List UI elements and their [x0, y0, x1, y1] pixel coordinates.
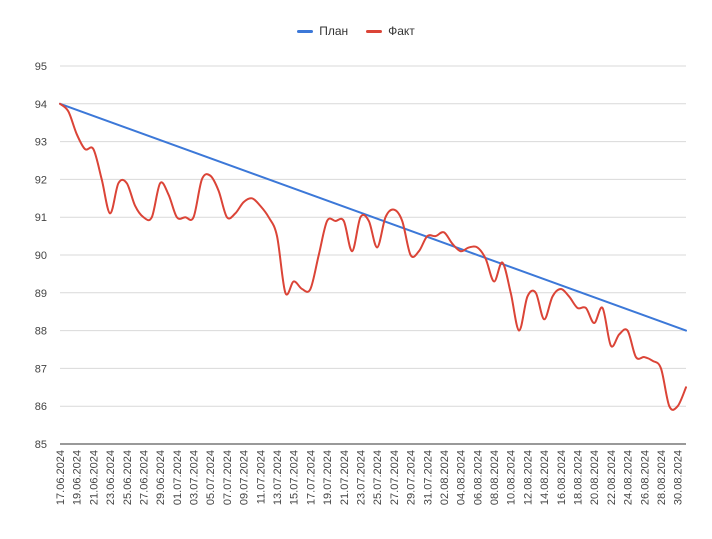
x-tick-label: 21.07.2024 — [339, 450, 351, 505]
x-tick-label: 14.08.2024 — [539, 450, 551, 505]
x-tick-label: 07.07.2024 — [222, 450, 234, 505]
legend-label-plan: План — [319, 24, 349, 38]
y-tick-label: 88 — [35, 326, 47, 338]
x-tick-label: 31.07.2024 — [422, 450, 434, 505]
legend-item-plan[interactable]: План — [297, 24, 348, 38]
y-tick-label: 86 — [35, 401, 47, 413]
x-tick-label: 19.06.2024 — [72, 450, 84, 505]
y-tick-label: 94 — [35, 99, 47, 111]
legend-item-fact[interactable]: Факт — [366, 24, 415, 38]
x-tick-label: 02.08.2024 — [439, 450, 451, 505]
x-tick-label: 06.08.2024 — [472, 450, 484, 505]
x-tick-label: 26.08.2024 — [639, 450, 651, 505]
x-tick-label: 12.08.2024 — [522, 450, 534, 505]
x-tick-label: 28.08.2024 — [656, 450, 668, 505]
y-tick-label: 91 — [35, 212, 47, 224]
x-tick-label: 23.06.2024 — [105, 450, 117, 505]
legend-label-fact: Факт — [388, 24, 415, 38]
y-tick-label: 87 — [35, 363, 47, 375]
x-tick-label: 05.07.2024 — [205, 450, 217, 505]
x-tick-label: 03.07.2024 — [189, 450, 201, 505]
x-tick-label: 22.08.2024 — [606, 450, 618, 505]
y-tick-label: 85 — [35, 439, 47, 451]
x-tick-label: 18.08.2024 — [572, 450, 584, 505]
x-tick-label: 23.07.2024 — [355, 450, 367, 505]
x-tick-label: 11.07.2024 — [255, 450, 267, 504]
x-tick-label: 10.08.2024 — [506, 450, 518, 505]
x-tick-label: 27.06.2024 — [138, 450, 150, 505]
x-tick-label: 13.07.2024 — [272, 450, 284, 505]
x-tick-label: 25.07.2024 — [372, 450, 384, 505]
y-tick-label: 89 — [35, 288, 47, 300]
x-tick-label: 17.07.2024 — [305, 450, 317, 505]
x-tick-label: 20.08.2024 — [589, 450, 601, 505]
x-tick-label: 29.06.2024 — [155, 450, 167, 505]
x-tick-label: 19.07.2024 — [322, 450, 334, 505]
series-line-plan — [59, 102, 687, 332]
y-tick-label: 92 — [35, 174, 47, 186]
legend-swatch-plan — [297, 29, 314, 33]
x-tick-label: 15.07.2024 — [289, 450, 301, 505]
x-tick-label: 24.08.2024 — [623, 450, 635, 505]
x-tick-label: 16.08.2024 — [556, 450, 568, 505]
x-tick-label: 01.07.2024 — [172, 450, 184, 505]
x-tick-label: 27.07.2024 — [389, 450, 401, 505]
y-tick-label: 90 — [35, 250, 47, 262]
series-line-fact — [59, 102, 687, 411]
x-tick-label: 29.07.2024 — [406, 450, 418, 505]
y-tick-label: 93 — [35, 137, 47, 149]
x-tick-label: 17.06.2024 — [55, 450, 67, 505]
x-tick-label: 25.06.2024 — [122, 450, 134, 505]
legend-swatch-fact — [366, 29, 383, 33]
legend: План Факт — [0, 24, 712, 38]
x-tick-label: 21.06.2024 — [88, 450, 100, 505]
x-tick-label: 08.08.2024 — [489, 450, 501, 505]
x-tick-label: 30.08.2024 — [673, 450, 685, 505]
x-tick-label: 09.07.2024 — [239, 450, 251, 505]
x-tick-label: 04.08.2024 — [456, 450, 468, 505]
y-tick-label: 95 — [35, 61, 47, 73]
